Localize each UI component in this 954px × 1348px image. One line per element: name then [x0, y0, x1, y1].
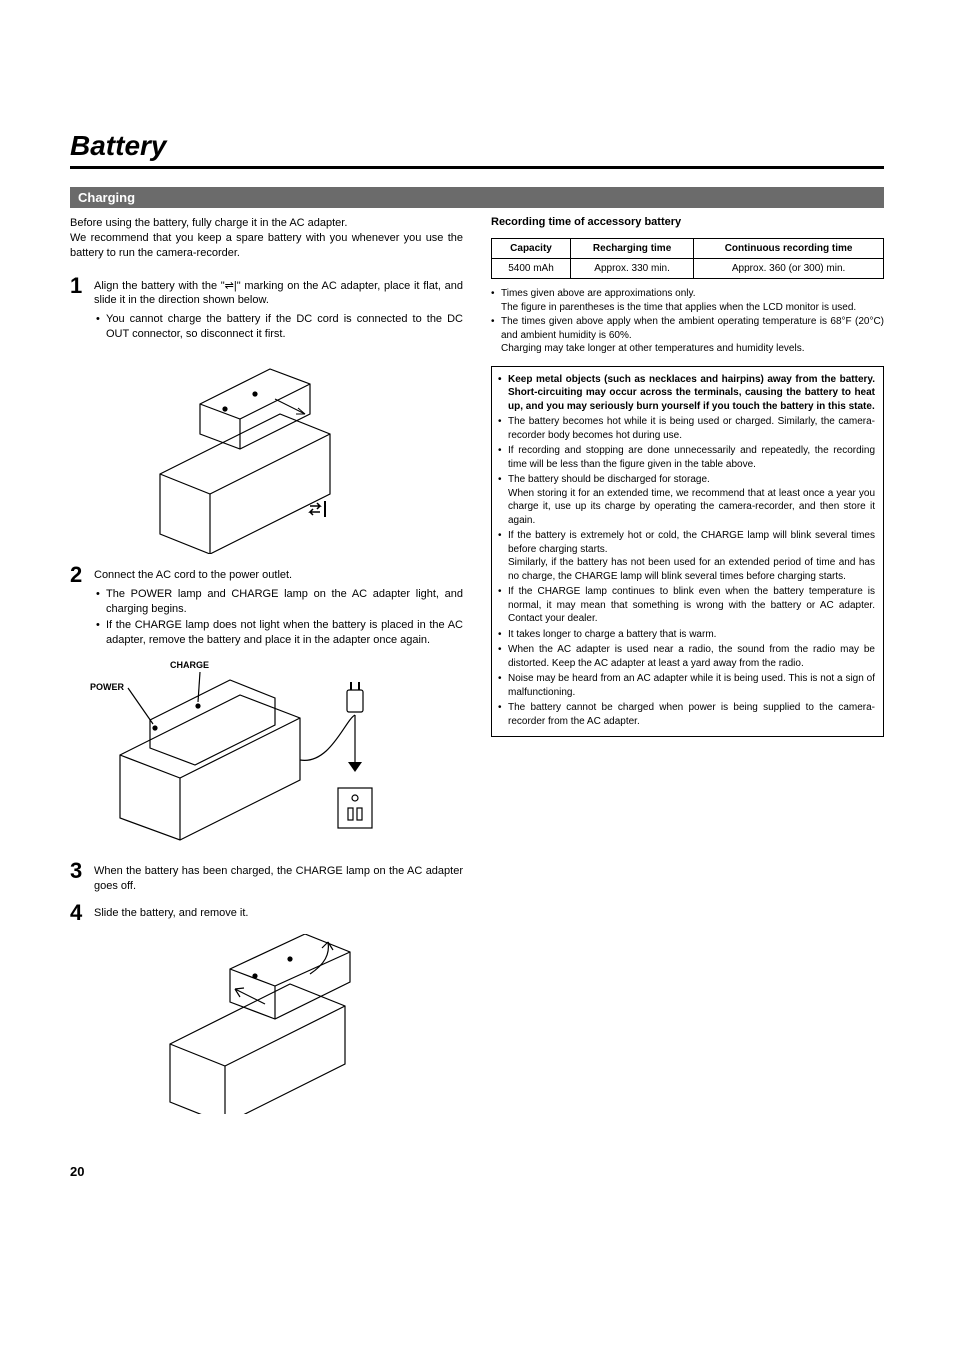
recording-time-table: Capacity Recharging time Continuous reco… — [491, 238, 884, 279]
bullet: The POWER lamp and CHARGE lamp on the AC… — [106, 587, 463, 617]
step-text: When the battery has been charged, the C… — [94, 865, 463, 892]
figure-2-wrap: CHARGE POWER — [70, 660, 463, 860]
figure-battery-remove — [150, 934, 370, 1114]
section-header: Charging — [70, 187, 884, 208]
step-1: 1 Align the battery with the "⇌|" markin… — [70, 275, 463, 344]
step-3: 3 When the battery has been charged, the… — [70, 860, 463, 894]
step-number: 2 — [70, 564, 94, 650]
note: Times given above are approximations onl… — [501, 287, 884, 314]
step-4: 4 Slide the battery, and remove it. — [70, 902, 463, 924]
th-recording: Continuous recording time — [694, 239, 884, 259]
figure-charging — [80, 660, 420, 850]
td-capacity: 5400 mAh — [492, 259, 571, 279]
left-column: Before using the battery, fully charge i… — [70, 216, 463, 1124]
label-power: POWER — [90, 682, 124, 692]
table-heading: Recording time of accessory battery — [491, 216, 884, 228]
warning: The battery becomes hot while it is bein… — [508, 415, 875, 442]
td-recording: Approx. 360 (or 300) min. — [694, 259, 884, 279]
document-page: Battery Charging Before using the batter… — [0, 0, 954, 1239]
step-body: Connect the AC cord to the power outlet.… — [94, 564, 463, 650]
step-number: 3 — [70, 860, 94, 894]
step-text: Slide the battery, and remove it. — [94, 907, 249, 919]
page-number: 20 — [70, 1164, 884, 1179]
bullet: You cannot charge the battery if the DC … — [106, 312, 463, 342]
step-body: Slide the battery, and remove it. — [94, 902, 249, 924]
warning: If recording and stopping are done unnec… — [508, 444, 875, 471]
step-text: Align the battery with the "⇌|" marking … — [94, 280, 463, 307]
bullet-list: You cannot charge the battery if the DC … — [94, 312, 463, 342]
th-capacity: Capacity — [492, 239, 571, 259]
right-column: Recording time of accessory battery Capa… — [491, 216, 884, 1124]
step-body: Align the battery with the "⇌|" marking … — [94, 275, 463, 344]
table-row: 5400 mAh Approx. 330 min. Approx. 360 (o… — [492, 259, 884, 279]
table-header-row: Capacity Recharging time Continuous reco… — [492, 239, 884, 259]
bullet: If the CHARGE lamp does not light when t… — [106, 618, 463, 648]
intro-text: Before using the battery, fully charge i… — [70, 216, 463, 261]
warning: Keep metal objects (such as necklaces an… — [508, 373, 875, 414]
step-2: 2 Connect the AC cord to the power outle… — [70, 564, 463, 650]
step-body: When the battery has been charged, the C… — [94, 860, 463, 894]
bullet-list: The POWER lamp and CHARGE lamp on the AC… — [94, 587, 463, 648]
warning: When the AC adapter is used near a radio… — [508, 643, 875, 670]
th-recharge: Recharging time — [571, 239, 694, 259]
warning-box: Keep metal objects (such as necklaces an… — [491, 366, 884, 738]
warning: It takes longer to charge a battery that… — [508, 628, 875, 642]
note: The times given above apply when the amb… — [501, 315, 884, 356]
table-notes: Times given above are approximations onl… — [491, 287, 884, 356]
step-number: 1 — [70, 275, 94, 344]
step-number: 4 — [70, 902, 94, 924]
warning: If the battery is extremely hot or cold,… — [508, 529, 875, 583]
figure-battery-insert — [130, 354, 370, 554]
warning: Noise may be heard from an AC adapter wh… — [508, 672, 875, 699]
step-text: Connect the AC cord to the power outlet. — [94, 569, 292, 581]
content-columns: Before using the battery, fully charge i… — [70, 216, 884, 1124]
td-recharge: Approx. 330 min. — [571, 259, 694, 279]
warning: If the CHARGE lamp continues to blink ev… — [508, 585, 875, 626]
figure-1-wrap — [70, 354, 463, 564]
page-title: Battery — [70, 130, 884, 169]
label-charge: CHARGE — [170, 660, 209, 670]
warning: The battery cannot be charged when power… — [508, 701, 875, 728]
figure-3-wrap — [70, 934, 463, 1124]
warning: The battery should be discharged for sto… — [508, 473, 875, 527]
